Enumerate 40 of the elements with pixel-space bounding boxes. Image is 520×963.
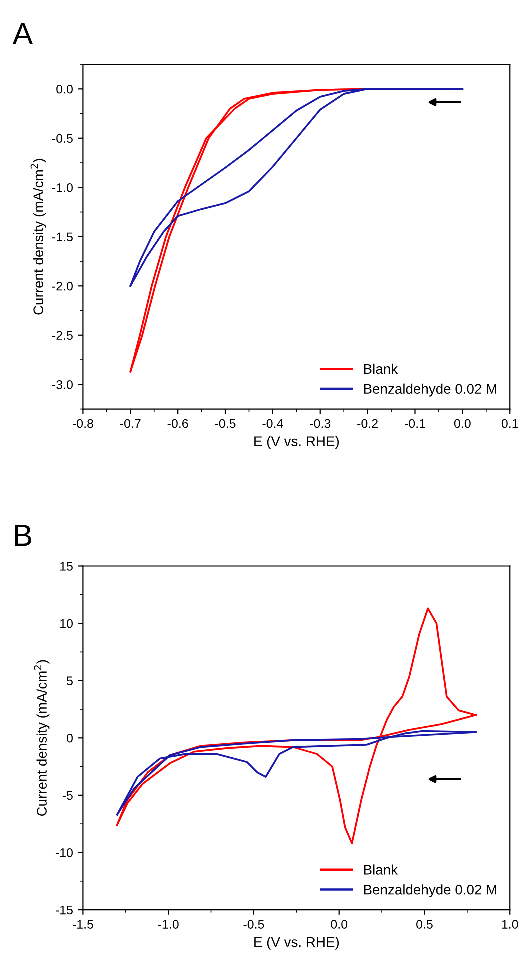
- x-tick-label: -0.2: [358, 419, 378, 428]
- y-tick-label: 15: [60, 562, 73, 571]
- y-tick-label: 10: [60, 619, 73, 628]
- legend-label: Benzaldehyde 0.02 M: [364, 884, 496, 898]
- y-tick-label: -3.0: [52, 380, 73, 390]
- x-tick-label: 0.1: [502, 419, 518, 428]
- x-tick-label: -0.5: [215, 419, 236, 428]
- x-tick-label: -0.7: [120, 419, 141, 428]
- x-tick-label: -0.4: [262, 419, 284, 428]
- chart-title: B: [15, 525, 32, 546]
- y-tick-label: -1.0: [52, 183, 73, 192]
- y-tick-label: -2.0: [52, 282, 73, 291]
- x-tick-label: -1.5: [72, 920, 94, 929]
- x-axis-title: E (V vs. RHE): [254, 436, 340, 450]
- x-tick-label: 0.0: [331, 920, 348, 929]
- x-tick-label: -0.1: [405, 419, 426, 428]
- y-axis-title: Current density (mA/cm$^{2}$): [30, 159, 46, 315]
- legend-label: Blank: [364, 364, 398, 374]
- x-tick-label: 1.0: [502, 920, 518, 929]
- legend-label: Benzaldehyde 0.02 M: [364, 384, 496, 397]
- y-tick-label: 0.0: [56, 84, 73, 94]
- y-tick-label: 5: [67, 676, 73, 686]
- y-tick-label: -15: [56, 906, 73, 915]
- chart-title: A: [12, 23, 34, 44]
- y-tick-label: -0.5: [52, 134, 73, 144]
- y-tick-label: 0: [67, 734, 73, 743]
- x-tick-label: 0.0: [454, 419, 471, 428]
- y-tick-label: -5: [62, 791, 73, 800]
- x-axis-title: E (V vs. RHE): [254, 936, 340, 950]
- x-tick-label: -0.3: [310, 419, 331, 428]
- y-axis-title: Current density (mA/cm$^{2}$): [34, 660, 50, 816]
- x-tick-label: -0.8: [72, 419, 94, 428]
- x-tick-label: -1.0: [158, 920, 179, 929]
- x-tick-label: -0.5: [244, 920, 264, 929]
- legend-label: Blank: [364, 864, 398, 875]
- x-tick-label: 0.5: [416, 920, 433, 929]
- y-tick-label: -2.5: [52, 331, 73, 340]
- y-tick-label: -10: [56, 848, 73, 858]
- y-tick-label: -1.5: [52, 232, 73, 242]
- x-tick-label: -0.6: [168, 419, 188, 428]
